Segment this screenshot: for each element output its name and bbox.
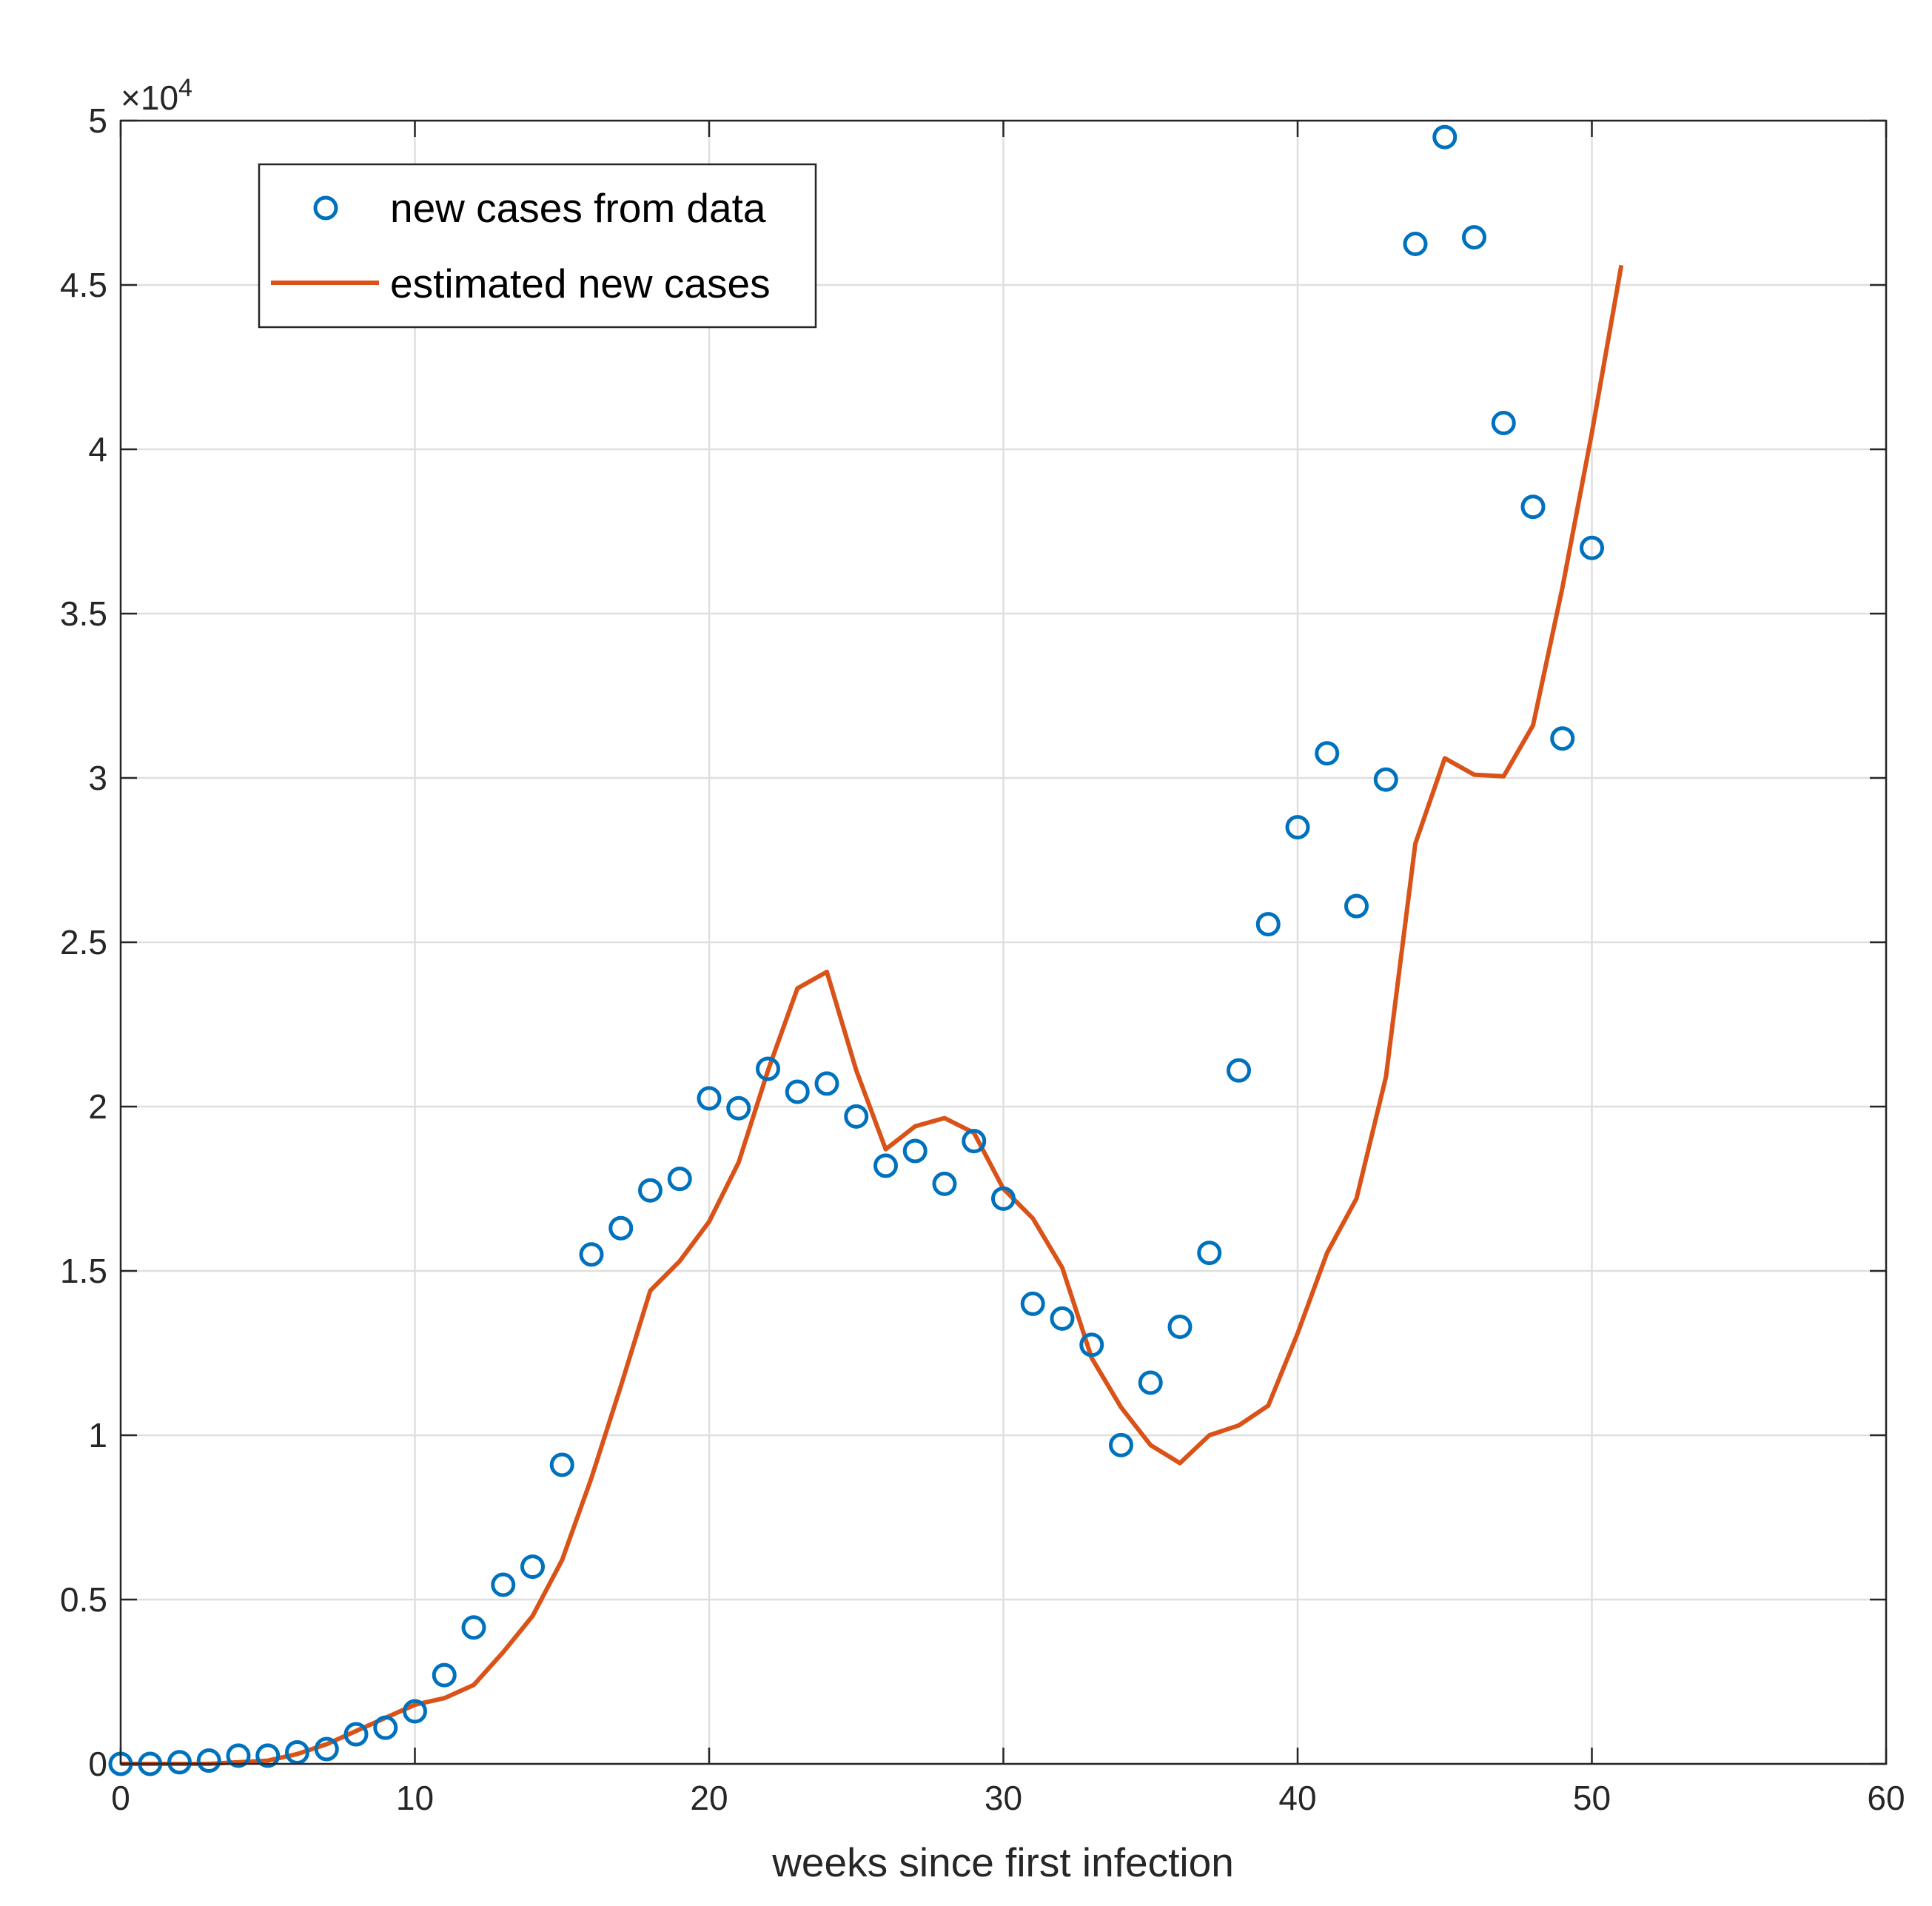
data-point: [1462, 225, 1486, 250]
y-tick-label: 5: [88, 101, 107, 140]
legend-label-data: new cases from data: [390, 185, 766, 231]
x-tick-label: 20: [690, 1779, 728, 1817]
y-tick-label: 2.5: [60, 923, 107, 962]
x-tick-label: 10: [396, 1779, 434, 1817]
data-point: [1344, 893, 1369, 919]
data-point: [638, 1178, 663, 1203]
data-point: [373, 1715, 398, 1740]
y-tick-label: 3.5: [60, 594, 107, 633]
data-point: [962, 1129, 987, 1154]
x-tick-label: 40: [1278, 1779, 1316, 1817]
y-exponent-power: 4: [178, 74, 192, 102]
data-point: [1109, 1432, 1133, 1457]
data-point: [756, 1056, 780, 1081]
data-point: [1432, 124, 1458, 150]
data-point: [579, 1242, 604, 1267]
data-point: [343, 1722, 369, 1747]
x-tick-labels: 0 10 20 30 40 50 60: [111, 1779, 1905, 1817]
estimated-series-group: [121, 264, 1624, 1766]
data-point: [1520, 494, 1546, 520]
y-tick-labels: 0 0.5 1 1.5 2 2.5 3 3.5 4 4.5 5: [60, 101, 107, 1783]
data-point: [697, 1086, 722, 1111]
data-point: [1580, 535, 1604, 560]
y-tick-label: 0.5: [60, 1580, 107, 1619]
data-point: [491, 1572, 516, 1597]
data-point: [1020, 1291, 1045, 1316]
data-point: [608, 1215, 634, 1241]
data-point: [549, 1452, 574, 1477]
data-point: [991, 1186, 1016, 1211]
data-point: [932, 1171, 957, 1196]
y-tick-label: 1.5: [60, 1252, 107, 1290]
y-tick-label: 1: [88, 1416, 107, 1454]
data-point: [1315, 741, 1340, 766]
data-point: [814, 1071, 839, 1096]
data-point: [196, 1748, 221, 1774]
estimated-new-cases-line: [121, 264, 1624, 1766]
x-tick-label: 50: [1573, 1779, 1611, 1817]
x-tick-label: 0: [111, 1779, 130, 1817]
data-point: [1138, 1370, 1163, 1395]
data-point: [667, 1167, 692, 1192]
data-point: [520, 1554, 545, 1580]
y-tick-label: 4: [88, 430, 107, 469]
data-point: [1079, 1332, 1104, 1358]
data-point: [785, 1079, 810, 1104]
data-point: [285, 1739, 309, 1765]
data-point: [1285, 815, 1310, 840]
ticks: [119, 119, 1888, 1765]
data-point: [1403, 232, 1428, 256]
legend-label-estimate: estimated new cases: [390, 261, 771, 306]
data-point: [226, 1743, 251, 1768]
y-tick-label: 4.5: [60, 266, 107, 304]
data-point: [1227, 1058, 1251, 1083]
data-point: [314, 1736, 339, 1762]
data-point: [255, 1743, 281, 1768]
y-tick-label: 3: [88, 759, 107, 797]
data-point: [461, 1615, 486, 1640]
data-series-group: [108, 124, 1604, 1776]
x-tick-label: 60: [1867, 1779, 1905, 1817]
x-axis-title: weeks since first infection: [771, 1839, 1234, 1885]
data-point: [1255, 912, 1281, 937]
data-point: [1050, 1306, 1075, 1331]
legend: new cases from data estimated new cases: [258, 163, 817, 329]
x-tick-label: 30: [985, 1779, 1022, 1817]
data-point: [1491, 410, 1516, 435]
legend-box: [258, 163, 817, 329]
y-exponent-label: ×104: [121, 74, 192, 117]
data-point: [1550, 726, 1575, 751]
data-point: [873, 1153, 898, 1178]
data-point: [1167, 1314, 1193, 1339]
y-tick-label: 0: [88, 1745, 107, 1783]
y-exponent-base: ×10: [121, 78, 178, 117]
data-point: [902, 1138, 928, 1164]
data-point: [726, 1095, 751, 1121]
y-tick-label: 2: [88, 1087, 107, 1126]
data-point: [844, 1104, 869, 1129]
legend-marker-data: [313, 195, 338, 221]
data-point: [432, 1662, 457, 1688]
data-point: [403, 1699, 427, 1724]
data-point: [1197, 1241, 1222, 1266]
data-point: [1373, 767, 1398, 792]
data-point: [167, 1750, 192, 1775]
